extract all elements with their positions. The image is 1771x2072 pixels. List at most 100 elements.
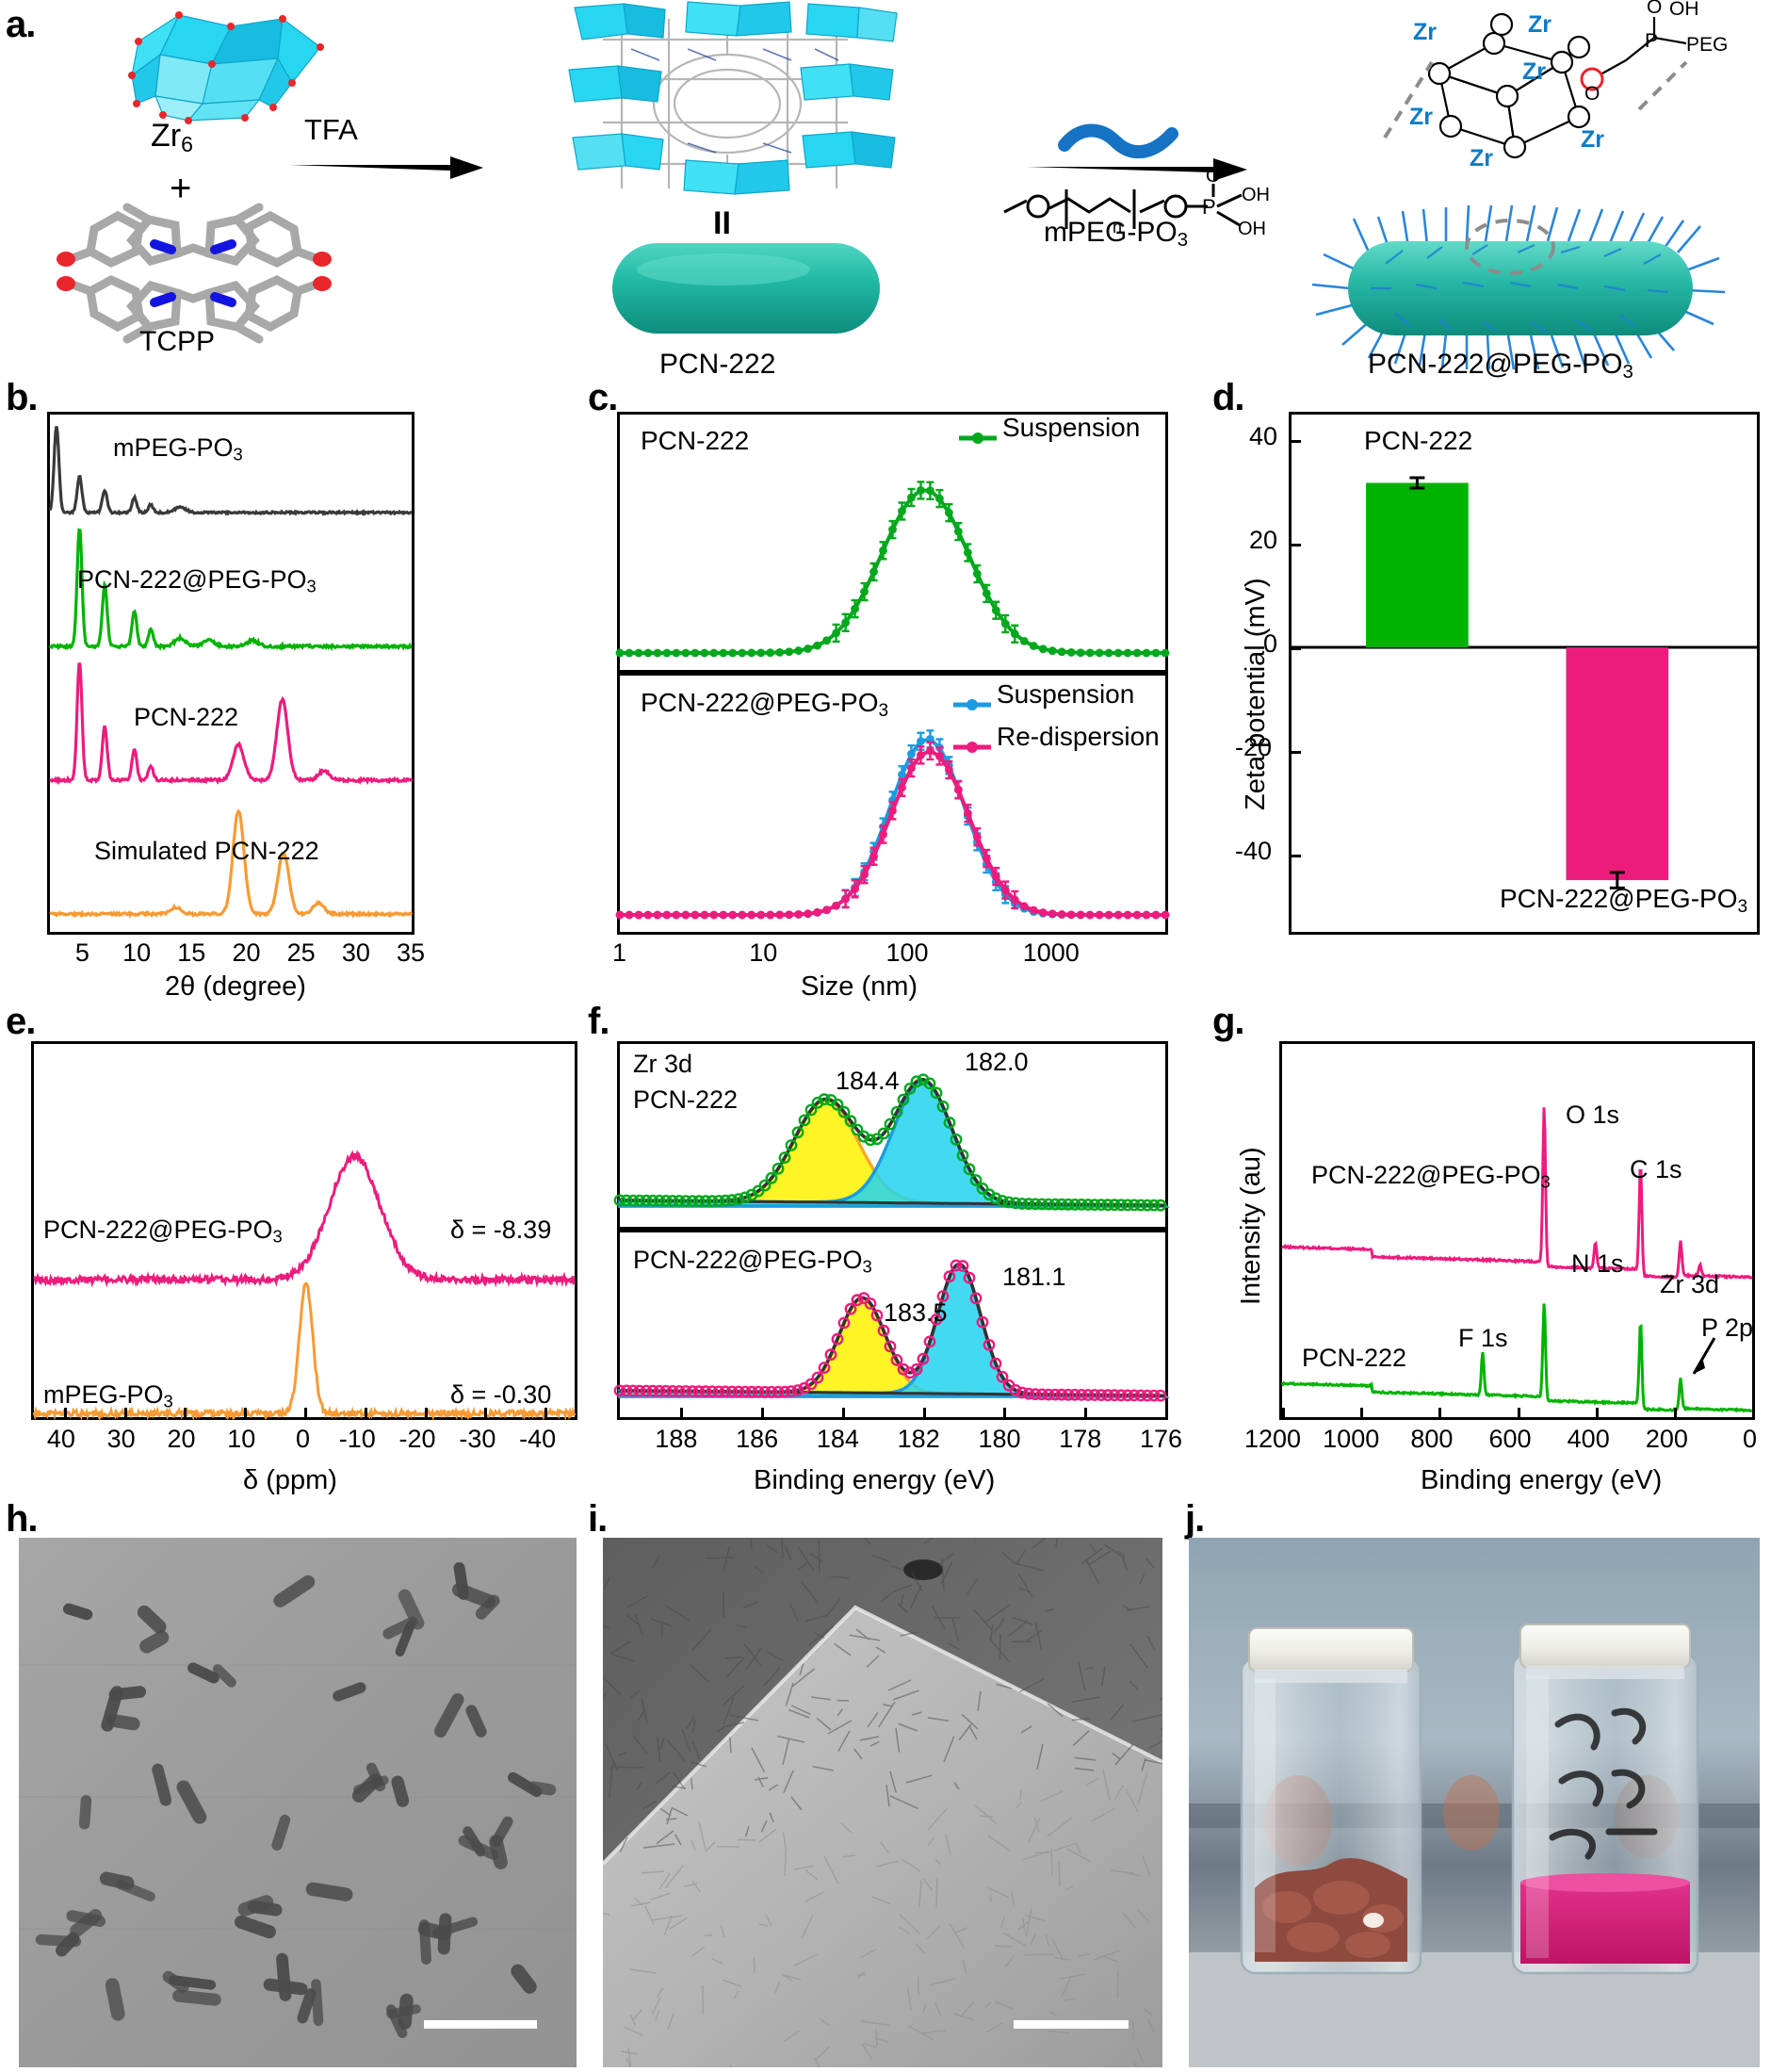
- inset-zr-label-1: Zr: [1413, 19, 1437, 45]
- panel-g-peak-label-c1s: C 1s: [1630, 1155, 1682, 1183]
- axis-tick-label: 0: [1263, 629, 1278, 659]
- panel-g-p2p-leader-icon: [1692, 1337, 1716, 1375]
- pcn222-framework-icon: [568, 1, 898, 195]
- panel-b-label-mpeg: mPEG-PO3: [113, 433, 243, 465]
- axis-tick-label: 0: [1743, 1425, 1758, 1453]
- mpeg-po3-caption: mPEG-PO3: [1044, 217, 1189, 252]
- axis-tick-label: 188: [655, 1425, 698, 1453]
- panel-g-series-label-pegylated: PCN-222@PEG-PO3: [1311, 1161, 1551, 1192]
- panel-letter-j: j.: [1185, 1498, 1205, 1540]
- plus-sign: +: [170, 168, 192, 209]
- inset-zr-label-2: Zr: [1528, 11, 1552, 38]
- axis-tick-label: -40: [519, 1425, 557, 1453]
- axis-tick-mark: [1289, 854, 1301, 857]
- panel-b-label-pcn222: PCN-222: [134, 703, 239, 731]
- axis-tick-label: 30: [341, 938, 370, 967]
- inset-zr-label-3: Zr: [1522, 58, 1546, 85]
- reaction-arrow-1-icon: [290, 156, 483, 179]
- axis-tick-mark: [184, 1408, 187, 1420]
- panel-e-annotation-bottom: δ = -0.30: [450, 1380, 552, 1409]
- axis-tick-label: 1: [612, 938, 627, 967]
- axis-tick-label: 35: [397, 938, 426, 967]
- axis-tick-mark: [1289, 544, 1301, 547]
- panel-c-top-traces: [615, 481, 1170, 658]
- inset-p-label: P: [1645, 30, 1658, 52]
- axis-tick-mark: [1360, 1408, 1364, 1420]
- panel-e-xaxis-title: δ (ppm): [243, 1465, 337, 1495]
- panel-c-legend-label-redispersion: Re-dispersion: [997, 722, 1160, 751]
- axis-tick-label: -20: [1235, 732, 1273, 761]
- panel-c-sample-label-top: PCN-222: [641, 426, 750, 455]
- svg-text:OH: OH: [1238, 219, 1266, 239]
- peg-n-subscript: n: [1113, 218, 1122, 237]
- panel-c-legend-label-suspension-top: Suspension: [1002, 413, 1141, 442]
- panel-c-legend-swatch-suspension-top: [959, 432, 997, 444]
- axis-tick-mark: [922, 1408, 926, 1420]
- panel-g-yaxis-title: Intensity (au): [1236, 1147, 1266, 1305]
- axis-tick-label: 15: [177, 938, 206, 967]
- panel-e-annotation-top: δ = -8.39: [450, 1215, 552, 1244]
- panel-g-series-label-pcn222: PCN-222: [1302, 1344, 1407, 1372]
- inset-o-label: O: [1584, 83, 1600, 105]
- panel-f-peak-label-1811: 181.1: [1002, 1263, 1066, 1291]
- axis-tick-label: 1200: [1244, 1425, 1302, 1453]
- axis-tick-label: 30: [106, 1425, 136, 1453]
- peg-chain-icon: [1058, 123, 1178, 159]
- panel-f-peak-label-1835: 183.5: [884, 1298, 948, 1327]
- scheme-ii-label: II: [713, 205, 731, 241]
- panel-d-yaxis-title: Zeta potential (mV): [1241, 578, 1271, 810]
- tcpp-molecule-icon: [57, 203, 332, 344]
- panel-f-sample-label-bottom: PCN-222@PEG-PO3: [633, 1246, 872, 1277]
- inset-zr-label-5: Zr: [1470, 145, 1493, 171]
- panel-g-peak-label-n1s: N 1s: [1571, 1249, 1624, 1278]
- inset-o-top-label: O: [1647, 0, 1662, 18]
- axis-tick-mark: [244, 1408, 248, 1420]
- vial-left: [1240, 1627, 1422, 1975]
- panel-c-xaxis-title: Size (nm): [801, 971, 918, 1002]
- panel-f-bottom-traces: [613, 1259, 1170, 1402]
- axis-tick-label: 1000: [1323, 1425, 1380, 1453]
- panel-f-top-traces: [613, 1073, 1170, 1212]
- svg-text:P: P: [1202, 195, 1216, 219]
- axis-tick-mark: [364, 1408, 367, 1420]
- scalebar-panel-h: [424, 2020, 537, 2029]
- panel-b-xaxis-title: 2θ (degree): [165, 971, 306, 1002]
- axis-tick-mark: [1595, 1408, 1599, 1420]
- sem-image-panel-i: [603, 1538, 1162, 2067]
- axis-tick-label: 600: [1488, 1425, 1532, 1453]
- axis-tick-label: -20: [398, 1425, 436, 1453]
- arrow1-label-tfa: TFA: [304, 113, 358, 146]
- mpeg-po3-structure-icon: n P OH OH O: [1003, 166, 1270, 239]
- axis-tick-label: 20: [232, 938, 261, 967]
- vials-photograph-render: [1189, 1538, 1760, 2067]
- panel-c-legend-label-suspension-bottom: Suspension: [997, 679, 1135, 709]
- axis-tick-label: 100: [886, 938, 929, 967]
- axis-tick-label: 10: [227, 1425, 256, 1453]
- panel-g-peak-label-f1s: F 1s: [1458, 1324, 1508, 1352]
- axis-tick-label: 40: [1249, 422, 1278, 451]
- axis-tick-label: 10: [122, 938, 152, 967]
- inset-zr-label-4: Zr: [1409, 104, 1433, 130]
- panel-f-sample-label-top: PCN-222: [633, 1085, 739, 1114]
- panel-g-peak-label-zr3d: Zr 3d: [1660, 1270, 1720, 1298]
- axis-tick-label: 40: [46, 1425, 75, 1453]
- axis-tick-label: 800: [1410, 1425, 1454, 1453]
- inset-peg-label: PEG: [1686, 34, 1728, 56]
- axis-tick-label: 184: [816, 1425, 859, 1453]
- axis-tick-mark: [1289, 750, 1301, 754]
- inset-zr-label-6: Zr: [1581, 126, 1604, 153]
- panel-letter-f: f.: [588, 1001, 609, 1042]
- panel-letter-g: g.: [1212, 1001, 1245, 1042]
- pegylated-product-caption: PCN-222@PEG-PO3: [1368, 349, 1633, 383]
- panel-d-bar-label-pegylated: PCN-222@PEG-PO3: [1500, 884, 1748, 917]
- axis-tick-label: 400: [1567, 1425, 1610, 1453]
- axis-tick-label: -40: [1235, 836, 1273, 865]
- panel-d-bar-label-pcn222: PCN-222: [1364, 426, 1473, 455]
- panel-letter-a: a.: [6, 4, 36, 45]
- pegylated-nanorod-icon: [1311, 204, 1726, 370]
- panel-c-subplot-top-frame: [617, 412, 1168, 673]
- axis-tick-mark: [304, 1408, 307, 1420]
- panel-g-xaxis-title: Binding energy (eV): [1421, 1465, 1663, 1495]
- axis-tick-mark: [1752, 1408, 1755, 1420]
